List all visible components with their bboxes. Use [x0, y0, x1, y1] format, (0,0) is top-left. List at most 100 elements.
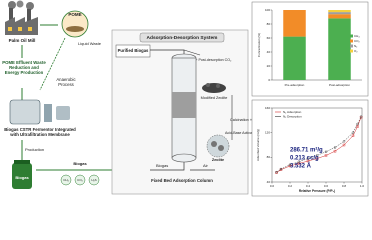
- column-label: Fixed Bed Adsorption Column: [151, 178, 213, 183]
- jar-label: Biogas: [15, 175, 29, 180]
- cstr-label: Biogas CSTR Fermentor Integrated with Ul…: [4, 127, 76, 137]
- purified-box: [115, 44, 151, 58]
- data-point: [324, 154, 328, 157]
- legend-swatch: [350, 49, 353, 53]
- biogas-in-label: Biogas: [156, 163, 168, 168]
- y-tick-label: 80: [267, 22, 271, 26]
- cstr-icon: [9, 99, 70, 125]
- arrow: [183, 49, 201, 56]
- air-co2-label: Air + Post-desorption CO₂: [190, 58, 232, 62]
- y-tick-label: 0: [268, 78, 270, 82]
- modified-zeolite-label: Modified Zeolite: [201, 96, 228, 100]
- data-point: [333, 149, 337, 153]
- series-line: [276, 116, 362, 173]
- factory-icon: [5, 0, 38, 35]
- data-point: [288, 163, 292, 166]
- purified-label: Purified Biogas: [118, 48, 149, 53]
- production-label: Production: [25, 147, 44, 152]
- y-axis-title: Adsorbed Volume (cc/g): [256, 129, 260, 161]
- legend-label: O₂: [354, 49, 358, 53]
- biogas-jar: [12, 160, 32, 189]
- bar-segment: [328, 12, 351, 15]
- data-point: [342, 143, 346, 147]
- mill-label: Palm Oil Mill: [9, 38, 36, 43]
- legend-swatch: [350, 39, 353, 43]
- zeolite-label: Zeolite: [212, 158, 224, 162]
- data-point: [356, 125, 359, 128]
- diagram: Palm Oil Mill POME Liquid Waste Producti…: [5, 0, 369, 197]
- bar-segment: [283, 36, 306, 80]
- isotherm-panel: [251, 99, 369, 197]
- bar-segment: [328, 18, 351, 80]
- data-point: [356, 122, 359, 126]
- x-tick-label: 0.4: [306, 184, 311, 188]
- y-tick-label: 40: [267, 180, 271, 184]
- legend-label: CH₄: [354, 34, 360, 38]
- system-title: Adsorption-Desorption System: [147, 35, 218, 41]
- gas-bubbles: [60, 174, 100, 186]
- pome-label: POME: [68, 12, 81, 17]
- annotation: 286.71 m²/g: [290, 147, 323, 154]
- legend-swatch: [350, 44, 353, 48]
- data-point: [342, 140, 346, 143]
- arrow: [39, 37, 66, 91]
- pome-liquid: [66, 26, 84, 32]
- zeolite-circle: [206, 134, 230, 158]
- data-point: [315, 154, 319, 157]
- plot-frame: [271, 107, 363, 183]
- data-point: [279, 167, 283, 171]
- legend-label: N₂ Desorption: [283, 114, 302, 118]
- data-point: [359, 115, 363, 118]
- bar-segment: [328, 14, 351, 19]
- arrow: [150, 162, 185, 171]
- annotation: 3.532 Å: [290, 163, 312, 170]
- y-tick-label: 160: [265, 106, 270, 110]
- y-tick-label: 80: [267, 155, 271, 159]
- y-tick-label: 120: [265, 130, 270, 134]
- x-tick-label: 0.2: [288, 184, 293, 188]
- x-tick-label: Post-adsorption: [329, 83, 350, 87]
- x-tick-label: 0.0: [270, 184, 275, 188]
- annotation: 0.213 cc/g: [290, 156, 319, 162]
- adsorption-column: [171, 53, 197, 163]
- x-axis-title: Relative Pressure (P/P₀): [299, 189, 335, 193]
- data-point: [297, 160, 301, 163]
- data-point: [315, 157, 319, 160]
- legend-label: N₂ Adsorption: [283, 110, 302, 114]
- gas-label: CH₄: [63, 178, 69, 182]
- title-box: [139, 32, 225, 43]
- data-point: [351, 131, 355, 134]
- calcination-label: Calcination + Pelleting: [230, 118, 268, 122]
- x-tick-label: 0.6: [324, 184, 329, 188]
- activation-label: Acid-Base Activation: [225, 131, 258, 135]
- data-point: [324, 150, 328, 153]
- legend-swatch: [350, 34, 353, 38]
- y-tick-label: 40: [267, 50, 271, 54]
- effluent-label: POME Effluent Waste Reduction and Energy…: [2, 60, 46, 75]
- x-tick-label: 0.8: [342, 184, 347, 188]
- y-tick-label: 20: [267, 64, 271, 68]
- data-point: [306, 157, 310, 160]
- y-tick-label: 100: [265, 8, 270, 12]
- x-tick-label: 1.0: [360, 184, 365, 188]
- data-point: [306, 159, 310, 163]
- data-point: [275, 170, 278, 174]
- gas-label: H₂S: [91, 178, 96, 182]
- liquid-waste-label: Liquid Waste: [78, 41, 102, 46]
- bar-segment: [283, 10, 306, 37]
- modified-zeolite-icon: [202, 83, 226, 93]
- legend-label: N₂: [354, 44, 358, 48]
- x-tick-label: Pre-adsorption: [285, 83, 305, 87]
- anaerobic-label: Anaerobic Process: [56, 77, 76, 87]
- y-tick-label: 60: [267, 36, 271, 40]
- y-axis-title: Concentration (%): [257, 33, 261, 57]
- biogas-arrow-label: Biogas: [73, 161, 87, 166]
- gas-label: CO₂: [77, 178, 84, 182]
- series-line: [276, 117, 362, 173]
- graphical-abstract: Palm Oil Mill POME Liquid Waste Producti…: [2, 0, 369, 197]
- air-in-label: Air: [203, 163, 209, 168]
- bar-segment: [328, 10, 351, 13]
- data-point: [333, 146, 337, 149]
- data-point: [351, 134, 355, 137]
- legend-label: CO₂: [354, 39, 361, 43]
